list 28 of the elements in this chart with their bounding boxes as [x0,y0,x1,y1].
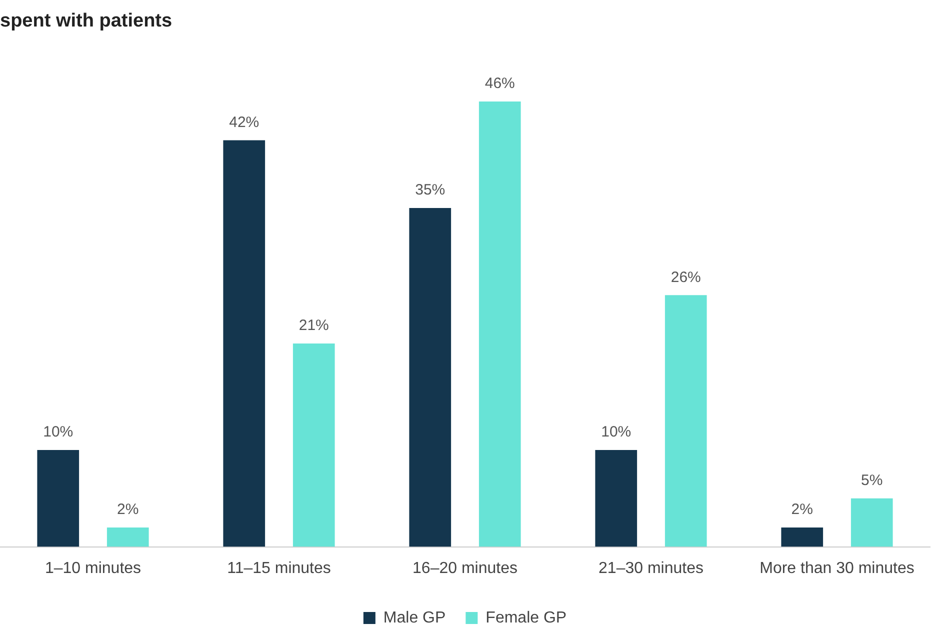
legend-label: Female GP [486,609,567,626]
data-label: 10% [601,424,632,441]
legend-label: Male GP [383,609,446,626]
data-label: 46% [484,75,515,92]
chart-title: spent with patients [0,10,172,32]
x-tick-label: 1–10 minutes [44,560,142,577]
x-tick-label: More than 30 minutes [760,560,914,577]
data-label: 5% [861,472,883,490]
bar [478,102,521,547]
data-label: 26% [670,268,701,286]
bar [664,295,707,547]
bar [781,527,824,547]
data-label: 35% [415,182,446,199]
x-tick-label: 16–20 minutes [412,560,518,577]
data-label: 42% [229,114,260,131]
bar [409,208,452,547]
data-label: 10% [43,424,74,441]
bar [595,450,638,547]
data-label: 21% [298,317,329,334]
data-label: 2% [117,501,139,518]
x-tick-label: 21–30 minutes [598,560,704,577]
bar [37,450,80,547]
bar [223,140,266,547]
bar [850,498,893,547]
data-label: 2% [791,501,813,518]
bar [292,344,335,547]
x-tick-label: 11–15 minutes [227,560,331,577]
bar [106,527,149,547]
